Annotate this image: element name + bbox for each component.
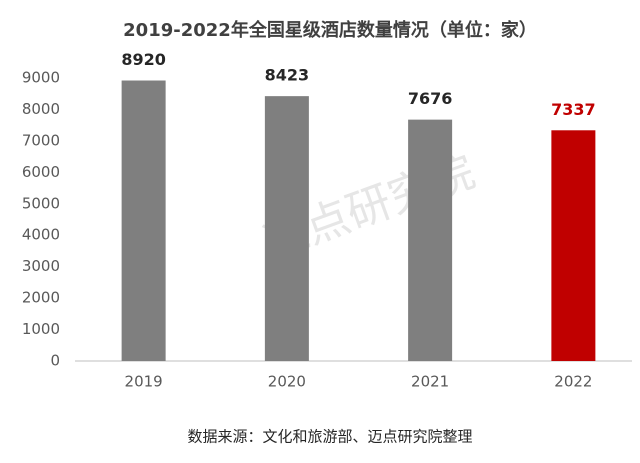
bar [264, 96, 309, 362]
y-tick-label: 4000 [22, 226, 60, 244]
x-tick-label: 2020 [268, 373, 306, 391]
y-tick-label: 9000 [22, 69, 60, 87]
bar [551, 130, 596, 361]
y-tick-label: 7000 [22, 131, 60, 149]
y-tick-label: 5000 [22, 194, 60, 212]
y-tick-label: 3000 [22, 257, 60, 275]
value-label: 7337 [551, 100, 596, 119]
value-label: 7676 [408, 89, 453, 108]
y-tick-label: 8000 [22, 100, 60, 118]
chart-title: 2019-2022年全国星级酒店数量情况（单位：家） [123, 19, 537, 41]
bar [121, 80, 166, 361]
y-tick-label: 0 [50, 352, 60, 370]
bar [408, 119, 453, 361]
y-tick-label: 6000 [22, 163, 60, 181]
source-note: 数据来源：文化和旅游部、迈点研究院整理 [187, 428, 472, 446]
value-label: 8920 [121, 50, 166, 69]
value-label: 8423 [265, 66, 310, 85]
y-tick-label: 2000 [22, 289, 60, 307]
y-tick-label: 1000 [22, 320, 60, 338]
x-tick-label: 2021 [411, 373, 449, 391]
x-tick-label: 2022 [554, 373, 592, 391]
x-tick-label: 2019 [125, 373, 163, 391]
